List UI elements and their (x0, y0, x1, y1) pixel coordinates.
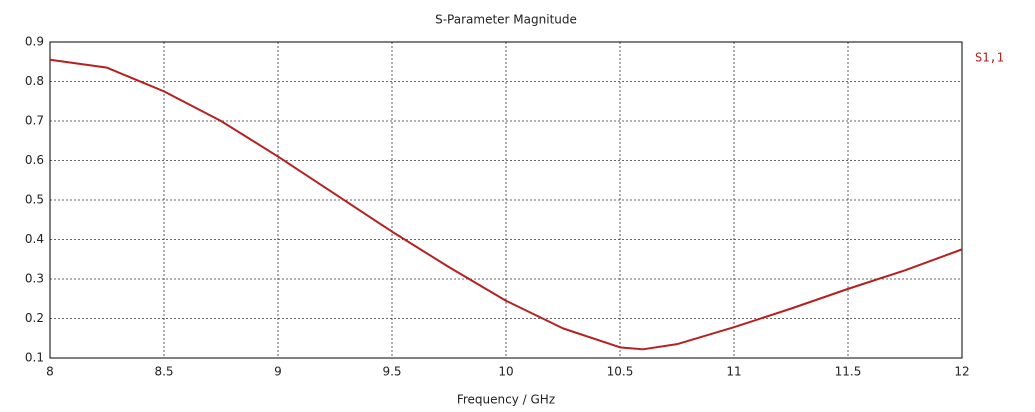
x-tick-label: 9 (274, 365, 282, 379)
x-tick-label: 8.5 (154, 365, 173, 379)
y-tick-label: 0.1 (25, 351, 44, 365)
y-tick-label: 0.7 (25, 114, 44, 128)
y-tick-label: 0.3 (25, 272, 44, 286)
y-tick-label: 0.2 (25, 311, 44, 325)
chart-title: S-Parameter Magnitude (435, 13, 577, 27)
x-tick-label: 10.5 (607, 365, 634, 379)
y-tick-label: 0.6 (25, 153, 44, 167)
x-tick-label: 11.5 (835, 365, 862, 379)
y-tick-label: 0.4 (25, 232, 44, 246)
x-axis-label: Frequency / GHz (457, 393, 555, 407)
data-line (49, 58, 963, 351)
x-tick-label: 9.5 (382, 365, 401, 379)
x-tick-label: 8 (46, 365, 54, 379)
x-tick-label: 10 (498, 365, 513, 379)
plot-frame (49, 41, 963, 359)
x-tick-label: 11 (726, 365, 741, 379)
y-tick-label: 0.8 (25, 74, 44, 88)
x-tick-label: 12 (954, 365, 969, 379)
y-tick-label: 0.5 (25, 193, 44, 207)
y-tick-label: 0.9 (25, 35, 44, 49)
legend-entry: S1,1 (975, 51, 1004, 65)
